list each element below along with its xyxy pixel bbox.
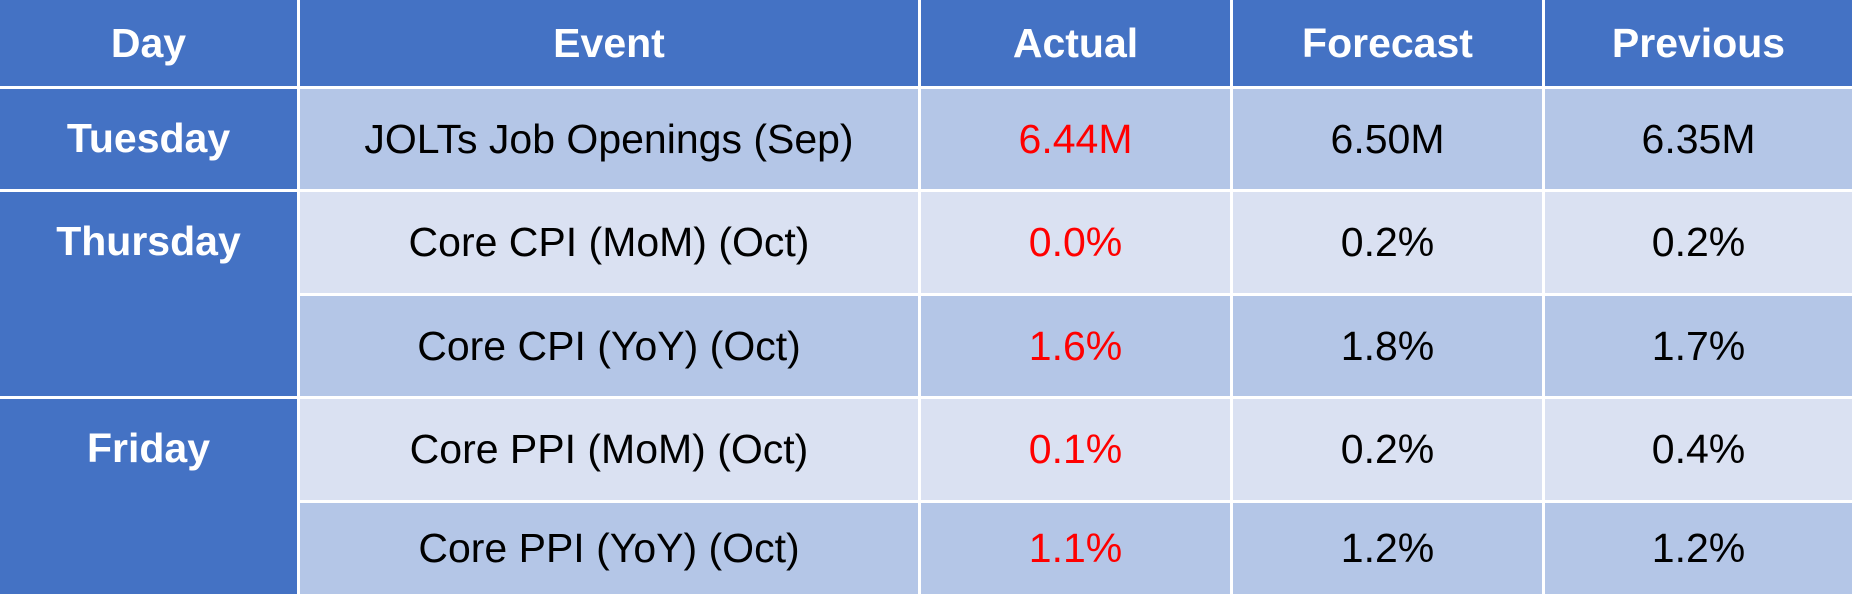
header-cell: Event: [300, 0, 921, 89]
forecast-cell-text: 0.2%: [1340, 426, 1435, 472]
header-cell: Previous: [1545, 0, 1855, 89]
previous-cell-text: 1.7%: [1651, 322, 1746, 369]
header-cell-text: Actual: [1012, 19, 1139, 66]
forecast-cell: 1.8%: [1233, 296, 1545, 399]
day-cell-text: Thursday: [56, 218, 241, 264]
forecast-cell: 0.2%: [1233, 399, 1545, 503]
forecast-cell-text: 0.2%: [1340, 219, 1435, 265]
actual-cell-text: 0.1%: [1028, 426, 1123, 472]
header-cell-text: Event: [553, 19, 665, 66]
day-cell: Tuesday: [0, 89, 300, 192]
event-cell-text: Core PPI (MoM) (Oct): [409, 426, 809, 472]
forecast-cell: 0.2%: [1233, 192, 1545, 296]
actual-cell: 1.6%: [921, 296, 1233, 399]
previous-cell-text: 1.2%: [1651, 525, 1746, 571]
event-cell-text: JOLTs Job Openings (Sep): [364, 115, 854, 162]
event-cell: Core PPI (MoM) (Oct): [300, 399, 921, 503]
header-cell: Actual: [921, 0, 1233, 89]
forecast-cell: 6.50M: [1233, 89, 1545, 192]
forecast-cell-text: 1.8%: [1340, 322, 1435, 369]
actual-cell-text: 0.0%: [1028, 219, 1123, 265]
event-cell: Core PPI (YoY) (Oct): [300, 503, 921, 597]
day-cell: Thursday: [0, 192, 300, 399]
event-cell-text: Core PPI (YoY) (Oct): [418, 525, 800, 571]
day-cell-text: Tuesday: [66, 115, 231, 161]
actual-cell: 0.1%: [921, 399, 1233, 503]
event-cell-text: Core CPI (MoM) (Oct): [408, 219, 810, 265]
previous-cell: 1.2%: [1545, 503, 1855, 597]
actual-cell: 1.1%: [921, 503, 1233, 597]
actual-cell: 0.0%: [921, 192, 1233, 296]
previous-cell: 1.7%: [1545, 296, 1855, 399]
previous-cell-text: 6.35M: [1641, 115, 1756, 162]
forecast-cell-text: 6.50M: [1330, 115, 1445, 162]
previous-cell: 0.2%: [1545, 192, 1855, 296]
previous-cell: 6.35M: [1545, 89, 1855, 192]
event-cell: Core CPI (MoM) (Oct): [300, 192, 921, 296]
actual-cell-text: 1.1%: [1028, 525, 1123, 571]
event-cell: JOLTs Job Openings (Sep): [300, 89, 921, 192]
day-cell: Friday: [0, 399, 300, 597]
day-cell-text: Friday: [86, 425, 211, 471]
event-cell: Core CPI (YoY) (Oct): [300, 296, 921, 399]
event-cell-text: Core CPI (YoY) (Oct): [417, 322, 801, 369]
actual-cell-text: 1.6%: [1028, 322, 1123, 369]
forecast-cell-text: 1.2%: [1340, 525, 1435, 571]
previous-cell-text: 0.2%: [1651, 219, 1746, 265]
header-cell-text: Forecast: [1302, 19, 1473, 66]
header-cell-text: Day: [110, 19, 187, 66]
header-cell: Day: [0, 0, 300, 89]
forecast-cell: 1.2%: [1233, 503, 1545, 597]
header-cell: Forecast: [1233, 0, 1545, 89]
previous-cell-text: 0.4%: [1651, 426, 1746, 472]
actual-cell: 6.44M: [921, 89, 1233, 192]
header-cell-text: Previous: [1611, 19, 1786, 66]
actual-cell-text: 6.44M: [1018, 115, 1133, 162]
previous-cell: 0.4%: [1545, 399, 1855, 503]
